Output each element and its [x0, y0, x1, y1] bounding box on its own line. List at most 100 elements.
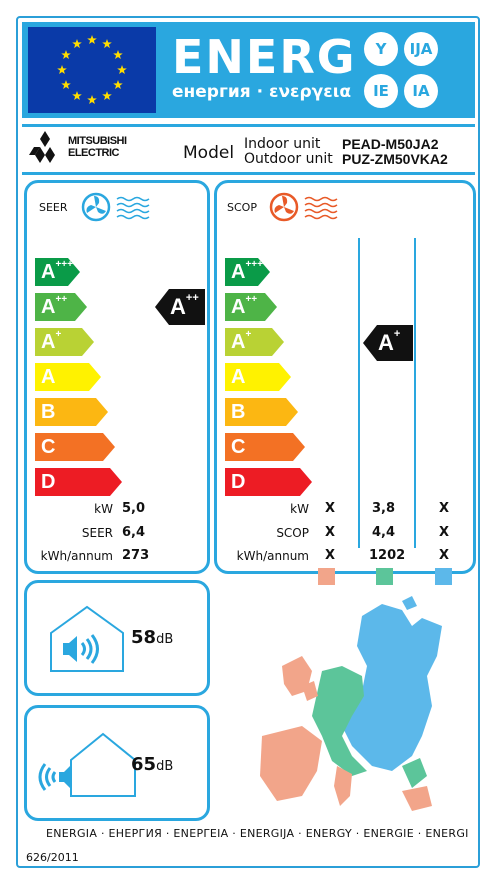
cooling-class-letter-6: D	[41, 471, 56, 493]
blue-fan-cooling-icon	[81, 191, 161, 227]
suffix-ija: IJA	[404, 32, 438, 66]
heating-row-scop-zone3: X	[439, 525, 450, 540]
cooling-row-seer-label: SEER	[81, 526, 113, 540]
heating-class-letter-4: B	[231, 401, 246, 423]
cooling-row-kw-value: 5,0	[122, 501, 146, 516]
scop-label: SCOP	[227, 201, 257, 214]
brand-line-1: MITSUBISHI	[68, 135, 127, 147]
eu-flag-icon	[28, 27, 156, 113]
suffix-ia: IA	[404, 74, 438, 108]
heating-class-arrow-1: A++	[225, 293, 277, 321]
heating-row-kw-zone3: X	[439, 501, 450, 516]
europe-climate-zones-map-icon	[252, 596, 452, 822]
cooling-class-arrow-5: C	[35, 433, 115, 461]
cooling-class-letter-0: A	[41, 261, 56, 283]
indoor-noise-value: 58dB	[131, 627, 173, 648]
heating-class-letter-0: A	[231, 261, 246, 283]
heating-row-annual-zone2: 1202	[369, 548, 406, 563]
outdoor-noise-panel: 65dB	[24, 705, 210, 821]
cooling-class-plus-1: ++	[55, 294, 68, 305]
heating-row-scop-zone2: 4,4	[372, 525, 396, 540]
zone-divider-1	[358, 238, 360, 548]
heating-rating-letter: A	[378, 330, 394, 355]
heating-row-annual-label: kWh/annum	[236, 549, 309, 563]
seer-label: SEER	[39, 201, 68, 214]
cooling-rating-letter: A	[170, 294, 186, 319]
cooling-class-arrow-2: A+	[35, 328, 94, 356]
zone-divider-2	[414, 238, 416, 548]
orange-fan-heating-icon	[269, 191, 349, 227]
cooling-rating-arrow: A++	[155, 289, 205, 325]
cooling-class-letter-1: A	[41, 296, 56, 318]
model-label: Model	[183, 143, 235, 163]
heating-class-letter-5: C	[231, 436, 246, 458]
zone-swatch-warmer	[318, 568, 335, 585]
heating-class-letter-2: A	[231, 331, 246, 353]
heating-class-arrow-5: C	[225, 433, 305, 461]
outdoor-model-code: PUZ-ZM50VKA2	[342, 151, 448, 167]
cooling-class-letter-2: A	[41, 331, 56, 353]
heating-class-arrow-0: A+++	[225, 258, 270, 286]
cooling-class-letter-3: A	[41, 366, 56, 388]
suffix-ie: IE	[364, 74, 398, 108]
heating-rating-arrow: A+	[363, 325, 413, 361]
model-divider	[22, 172, 475, 175]
cooling-row-annual-value: 273	[122, 548, 150, 563]
mitsubishi-diamonds-icon	[28, 131, 62, 167]
outdoor-noise-number: 65	[131, 754, 157, 775]
heating-row-scop-zone1: X	[325, 525, 336, 540]
cooling-class-arrow-3: A	[35, 363, 101, 391]
regulation-number: 626/2011	[26, 851, 79, 864]
header-divider	[22, 124, 475, 127]
heating-row-scop-label: SCOP	[276, 526, 309, 540]
outdoor-speaker-house-icon	[37, 732, 137, 804]
cooling-class-letter-5: C	[41, 436, 56, 458]
heating-class-plus-0: +++	[245, 259, 263, 270]
brand-line-2: ELECTRIC	[68, 147, 119, 159]
outdoor-unit-label: Outdoor unit	[244, 151, 333, 167]
outdoor-noise-unit: dB	[156, 759, 174, 774]
label-frame	[16, 16, 480, 868]
energy-title: ENERG	[172, 30, 357, 84]
heating-rating-plus: +	[393, 328, 401, 340]
cooling-class-arrow-0: A+++	[35, 258, 80, 286]
indoor-noise-unit: dB	[156, 632, 174, 647]
zone-swatch-colder	[435, 568, 452, 585]
energy-subtitle: енергия · ενεργεια	[172, 82, 351, 102]
heating-class-arrow-2: A+	[225, 328, 284, 356]
heating-row-annual-zone1: X	[325, 548, 336, 563]
heating-panel: SCOP A+++ A++ A+ A B C D A+ kW X 3,8 X SCOP X …	[214, 180, 476, 574]
outdoor-noise-value: 65dB	[131, 754, 173, 775]
cooling-class-arrow-4: B	[35, 398, 108, 426]
cooling-class-letter-4: B	[41, 401, 56, 423]
heating-class-arrow-4: B	[225, 398, 298, 426]
cooling-class-plus-2: +	[55, 329, 62, 340]
cooling-panel: SEER A+++ A++ A+ A B C D A++ kW 5,0 SEER 6,4 k…	[24, 180, 210, 574]
cooling-class-arrow-1: A++	[35, 293, 87, 321]
cooling-rating-plus: ++	[185, 292, 199, 304]
heating-class-plus-1: ++	[245, 294, 258, 305]
heating-class-arrow-3: A	[225, 363, 291, 391]
indoor-speaker-house-icon	[49, 605, 127, 677]
cooling-row-seer-value: 6,4	[122, 525, 146, 540]
heating-class-letter-3: A	[231, 366, 246, 388]
zone-swatch-average	[376, 568, 393, 585]
footer-languages: ENERGIA · ЕНЕРГИЯ · ΕΝΕΡΓΕΙΑ · ENERGIJA …	[46, 827, 469, 840]
brand-name: MITSUBISHI ELECTRIC	[68, 135, 127, 159]
indoor-model-code: PEAD-M50JA2	[342, 136, 439, 152]
cooling-row-annual-label: kWh/annum	[40, 549, 113, 563]
heating-class-plus-2: +	[245, 329, 252, 340]
heating-class-arrow-6: D	[225, 468, 312, 496]
heating-class-letter-6: D	[231, 471, 246, 493]
suffix-y: Y	[364, 32, 398, 66]
cooling-class-arrow-6: D	[35, 468, 122, 496]
cooling-class-plus-0: +++	[55, 259, 73, 270]
heating-row-kw-label: kW	[290, 502, 309, 516]
heating-row-kw-zone1: X	[325, 501, 336, 516]
heating-class-letter-1: A	[231, 296, 246, 318]
heating-row-kw-zone2: 3,8	[372, 501, 396, 516]
heating-row-annual-zone3: X	[439, 548, 450, 563]
indoor-unit-label: Indoor unit	[244, 136, 321, 152]
energy-label-header: ENERG енергия · ενεργεια Y IJA IE IA	[22, 22, 475, 118]
cooling-row-kw-label: kW	[94, 502, 113, 516]
